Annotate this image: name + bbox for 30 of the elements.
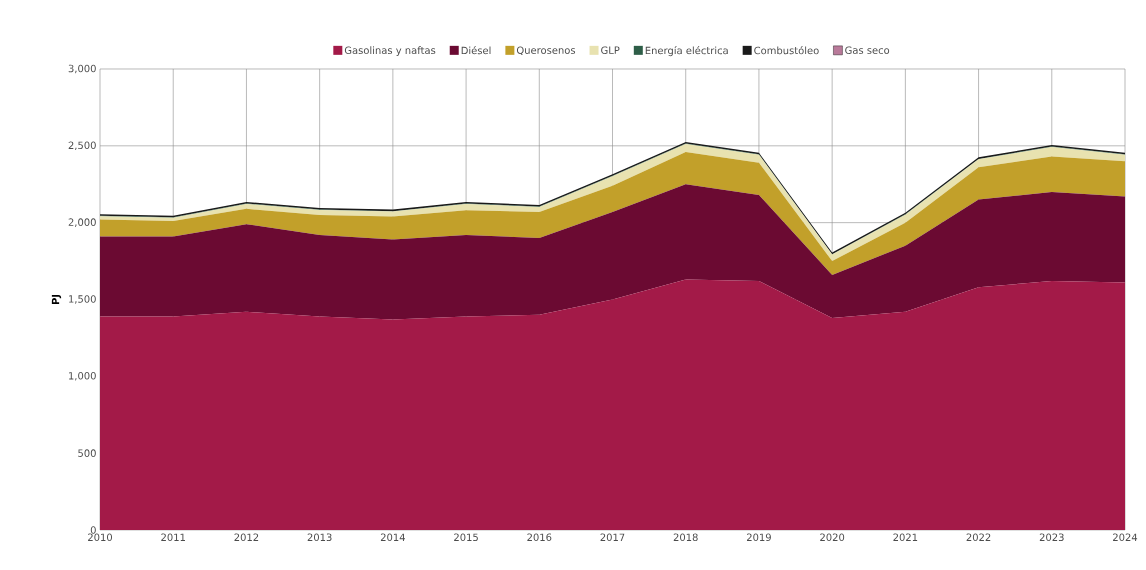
x-tick-label: 2023 [1039, 533, 1064, 542]
y-tick-label: 500 [78, 449, 96, 457]
y-tick-label: 3,000 [68, 64, 96, 74]
legend-label: Gas seco [845, 46, 890, 54]
y-axis-title: PJ [51, 294, 62, 305]
x-tick-label: 2010 [88, 533, 113, 542]
y-tick-label: 0 [90, 526, 96, 534]
x-tick-label: 2014 [380, 533, 405, 542]
x-tick-label: 2020 [820, 533, 845, 542]
x-tick-label: 2022 [966, 533, 991, 542]
y-tick-label: 1,000 [69, 372, 96, 381]
x-tick-label: 2024 [1113, 533, 1138, 542]
x-tick-label: 2011 [161, 533, 185, 542]
x-tick-label: 2021 [893, 533, 918, 542]
x-tick-label: 2015 [454, 533, 478, 542]
legend-label: Diésel [461, 46, 491, 55]
y-tick-label: 2,000 [68, 218, 96, 227]
x-tick-label: 2019 [746, 533, 771, 542]
x-tick-label: 2016 [527, 533, 552, 542]
legend-label: Gasolinas y naftas [344, 46, 436, 56]
y-tick-label: 2,500 [68, 141, 96, 151]
x-tick-label: 2018 [673, 533, 698, 542]
x-tick-label: 2013 [307, 533, 332, 542]
legend-label: Combustóleo [754, 46, 819, 55]
legend-label: Querosenos [516, 46, 576, 56]
x-tick-label: 2012 [234, 533, 259, 542]
x-tick-label: 2017 [600, 533, 625, 542]
y-tick-label: 1,500 [69, 295, 96, 304]
legend-label: Energía eléctrica [645, 46, 728, 57]
legend-label: GLP [601, 46, 620, 54]
